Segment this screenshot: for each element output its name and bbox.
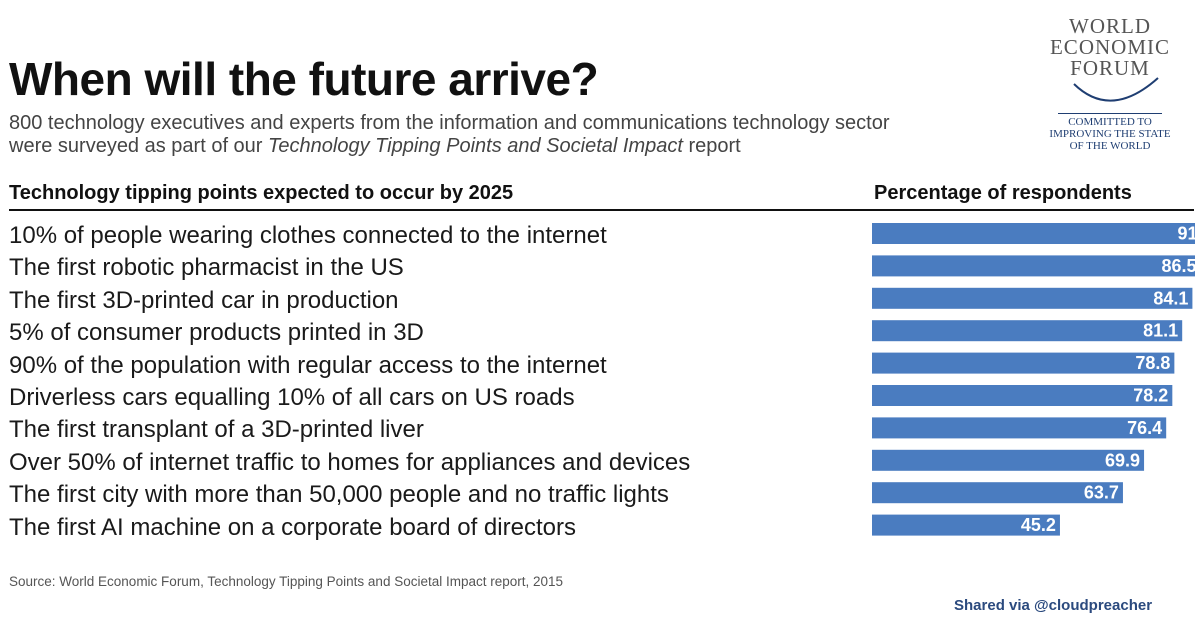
category-label: The first AI machine on a corporate boar… <box>9 513 576 541</box>
bar <box>872 482 1123 504</box>
bar-chart: 91.2 86.5 84.1 81.1 78.8 78.2 76.4 69.9 63.7 45.2 <box>872 223 1195 536</box>
header-divider <box>9 209 1194 211</box>
category-label: The first robotic pharmacist in the US <box>9 254 404 282</box>
logo-tagline-3: OF THE WORLD <box>1069 140 1151 152</box>
bar-value-label: 78.8 <box>1135 353 1170 373</box>
bar-value-label: 69.9 <box>1105 450 1140 470</box>
logo-tagline-2: IMPROVING THE STATE <box>1049 128 1171 140</box>
category-column-header: Technology tipping points expected to oc… <box>9 182 514 204</box>
bar <box>872 287 1193 309</box>
bar-value-label: 91.2 <box>1178 224 1195 244</box>
category-label: The first 3D-printed car in production <box>9 286 399 314</box>
bar <box>872 352 1175 374</box>
bar-value-label: 81.1 <box>1143 321 1178 341</box>
logo-word-forum: FORUM <box>1070 56 1150 80</box>
category-label: Driverless cars equalling 10% of all car… <box>9 384 575 411</box>
bar <box>872 449 1145 471</box>
logo-arc-icon <box>1073 77 1159 102</box>
category-label: 5% of consumer products printed in 3D <box>9 319 424 347</box>
bar-value-label: 78.2 <box>1133 386 1168 406</box>
bar <box>872 417 1167 439</box>
value-column-header: Percentage of respondents <box>874 182 1132 204</box>
bar <box>872 255 1195 277</box>
category-label: Over 50% of internet traffic to homes fo… <box>9 448 691 476</box>
bar-value-label: 63.7 <box>1084 483 1119 503</box>
category-label: 90% of the population with regular acces… <box>9 351 607 379</box>
logo-word-world: WORLD <box>1069 14 1151 38</box>
subtitle-line-2: were surveyed as part of our Technology … <box>9 135 741 158</box>
bar-value-label: 45.2 <box>1021 515 1056 535</box>
bar-value-label: 76.4 <box>1127 418 1162 438</box>
logo-divider <box>1058 113 1162 114</box>
logo-word-economic: ECONOMIC <box>1049 35 1170 59</box>
shared-credit: Shared via @cloudpreacher <box>954 597 1153 614</box>
bar-value-label: 84.1 <box>1153 288 1188 308</box>
wef-logo: WORLD ECONOMIC FORUM COMMITTED TO IMPROV… <box>1044 12 1194 162</box>
bar <box>872 320 1183 342</box>
category-label: The first city with more than 50,000 peo… <box>9 481 669 509</box>
category-label: The first transplant of a 3D-printed liv… <box>9 416 424 444</box>
bar <box>872 385 1173 406</box>
subtitle-line-1: 800 technology executives and experts fr… <box>9 112 890 134</box>
subtitle-prefix: were surveyed as part of our <box>9 135 269 157</box>
source-note: Source: World Economic Forum, Technology… <box>9 574 564 589</box>
logo-tagline-1: COMMITTED TO <box>1068 116 1152 128</box>
subtitle-suffix: report <box>682 135 741 157</box>
chart-title: When will the future arrive? <box>9 53 599 105</box>
bar <box>872 514 1060 536</box>
category-label: 10% of people wearing clothes connected … <box>9 222 607 249</box>
bar-value-label: 86.5 <box>1162 256 1195 276</box>
bar <box>872 223 1195 244</box>
subtitle-report-name: Technology Tipping Points and Societal I… <box>268 135 683 157</box>
